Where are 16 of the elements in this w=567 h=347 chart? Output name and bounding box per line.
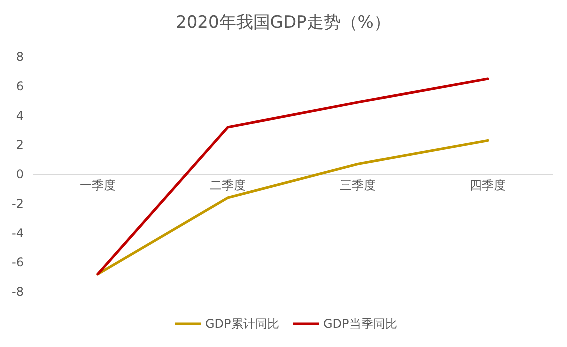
y-tick-label: 4: [16, 108, 24, 123]
legend-label: GDP累计同比: [206, 317, 280, 331]
y-tick-label: -8: [12, 285, 24, 299]
x-tick-label: 一季度: [80, 178, 116, 192]
x-tick-label: 二季度: [210, 178, 246, 192]
y-tick-label: 2: [16, 138, 24, 152]
y-tick-label: -4: [12, 226, 24, 240]
y-tick-label: 8: [16, 50, 24, 64]
y-tick-label: 0: [16, 168, 24, 182]
y-tick-label: -2: [12, 196, 24, 211]
chart-title: 2020年我国GDP走势（%）: [176, 13, 391, 33]
y-tick-label: -6: [12, 256, 24, 270]
legend-label: GDP当季同比: [324, 317, 398, 331]
y-tick-label: 6: [16, 79, 24, 94]
x-tick-label: 四季度: [470, 178, 506, 192]
x-tick-label: 三季度: [340, 178, 376, 192]
